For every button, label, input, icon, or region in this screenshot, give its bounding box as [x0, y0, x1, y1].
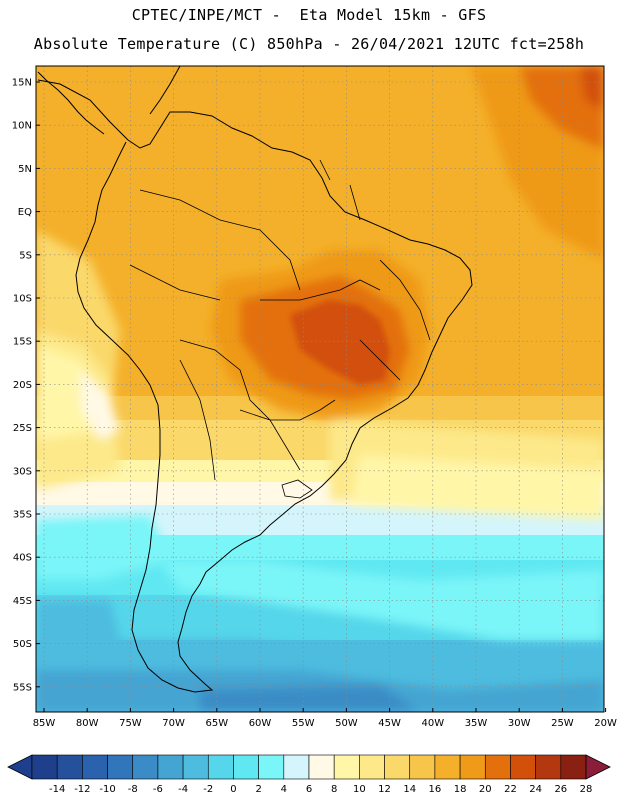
legend-tick-label: 8 — [331, 784, 337, 795]
lat-label: 50S — [13, 639, 32, 650]
legend-swatch — [484, 754, 511, 780]
lakes — [281, 479, 313, 499]
lat-label: 10S — [13, 294, 32, 305]
lon-label: 40W — [421, 718, 444, 729]
legend-swatch — [258, 754, 285, 780]
legend-tick-label: 2 — [255, 784, 261, 795]
lon-label: 80W — [76, 718, 99, 729]
field-blob-southwest-4 — [36, 515, 170, 580]
chart-title: CPTEC/INPE/MCT - Eta Model 15km - GFS — [131, 6, 487, 24]
lon-label: 75W — [119, 718, 142, 729]
field-blob-east-22 — [520, 66, 604, 150]
legend-tick-label: -12 — [74, 784, 90, 795]
lat-label: 25S — [13, 423, 32, 434]
field-blob-southwest-m2 — [36, 600, 120, 650]
field-blob-atlantic-10 — [350, 455, 604, 520]
legend-swatch — [560, 754, 587, 780]
legend-swatch — [535, 754, 562, 780]
chart-subtitle: Absolute Temperature (C) 850hPa - 26/04/… — [33, 35, 585, 53]
lat-label: 15N — [12, 78, 32, 89]
lon-label: 65W — [205, 718, 228, 729]
lat-label: 10N — [12, 121, 32, 132]
lon-label: 35W — [465, 718, 488, 729]
legend-swatch — [82, 754, 108, 780]
legend-swatch — [107, 754, 134, 780]
legend-swatch — [434, 754, 461, 780]
border-lines — [129, 159, 431, 481]
legend-swatch — [207, 754, 234, 780]
field-blob-east-24 — [580, 66, 604, 110]
central-america-coast — [37, 71, 105, 135]
legend-over-arrow — [585, 754, 611, 780]
color-legend: -14 -12 -10 -8 -6 -4 -2 0 2 4 6 8 10 12 14 16 18 20 22 24 26… — [7, 754, 611, 795]
legend-swatch — [132, 754, 159, 780]
legend-swatch — [31, 754, 58, 780]
legend-tick-label: -2 — [203, 784, 213, 795]
lon-label: 70W — [162, 718, 185, 729]
legend-tick-label: 20 — [479, 784, 492, 795]
legend-tick-label: 6 — [306, 784, 312, 795]
legend-swatch — [359, 754, 385, 780]
caribbean-coast — [149, 66, 181, 115]
legend-tick-label: 24 — [529, 784, 542, 795]
legend-tick-label: 10 — [353, 784, 366, 795]
lon-label: 45W — [378, 718, 401, 729]
field-blob-south-m6 — [200, 685, 420, 712]
legend-swatch — [333, 754, 360, 780]
legend-tick-label: 4 — [281, 784, 287, 795]
legend-swatch — [182, 754, 209, 780]
lat-label: 55S — [13, 682, 32, 693]
lat-label: 35S — [13, 510, 32, 521]
legend-tick-label: -6 — [153, 784, 163, 795]
legend-tick-label: -14 — [49, 784, 65, 795]
legend-tick-label: -8 — [128, 784, 138, 795]
lon-label: 25W — [551, 718, 574, 729]
lat-label: 5S — [19, 250, 32, 261]
field-blob-south-4 — [160, 560, 604, 640]
temperature-field — [36, 66, 604, 712]
longitude-labels: 85W 80W 75W 70W 65W 60W 55W 50W 45W 40W 35W 30W 25W 2… — [33, 708, 617, 729]
legend-swatch — [459, 754, 486, 780]
legend-swatch — [308, 754, 335, 780]
legend-tick-label: 18 — [454, 784, 467, 795]
lat-label: 20S — [13, 380, 32, 391]
legend-under-arrow — [7, 754, 33, 780]
legend-swatch — [384, 754, 411, 780]
coastline — [37, 66, 473, 693]
lon-label: 50W — [335, 718, 358, 729]
lat-label: 15S — [13, 337, 32, 348]
field-blob-west-8 — [80, 370, 120, 440]
legend-tick-label: 14 — [403, 784, 416, 795]
legend-tick-label: 26 — [554, 784, 567, 795]
legend-swatch — [409, 754, 436, 780]
lat-label: EQ — [18, 207, 32, 218]
legend-tick-label: -10 — [99, 784, 115, 795]
lat-label: 40S — [13, 553, 32, 564]
lat-label: 5N — [18, 164, 32, 175]
field-blob-interior-24 — [290, 300, 390, 385]
legend-tick-label: 22 — [504, 784, 517, 795]
legend-swatch — [56, 754, 83, 780]
legend-swatch — [283, 754, 310, 780]
legend-swatch — [233, 754, 259, 780]
legend-tick-label: 0 — [230, 784, 236, 795]
lat-label: 30S — [13, 466, 32, 477]
lon-label: 20W — [594, 718, 617, 729]
graticule — [36, 66, 604, 712]
legend-tick-label: -4 — [178, 784, 188, 795]
legend-swatch — [510, 754, 536, 780]
south-america-coast — [37, 79, 473, 693]
lon-label: 30W — [508, 718, 531, 729]
lon-label: 85W — [33, 718, 56, 729]
legend-tick-label: 12 — [378, 784, 391, 795]
lat-label: 45S — [13, 596, 32, 607]
legend-swatch — [157, 754, 184, 780]
latitude-labels: 15N 10N 5N EQ 5S 10S 15S 20S 25S 30S 35S 40S 45S 50S 5… — [12, 78, 40, 693]
lon-label: 55W — [292, 718, 315, 729]
legend-tick-label: 16 — [429, 784, 442, 795]
lon-label: 60W — [249, 718, 272, 729]
legend-tick-label: 28 — [580, 784, 593, 795]
map-border — [35, 65, 605, 713]
